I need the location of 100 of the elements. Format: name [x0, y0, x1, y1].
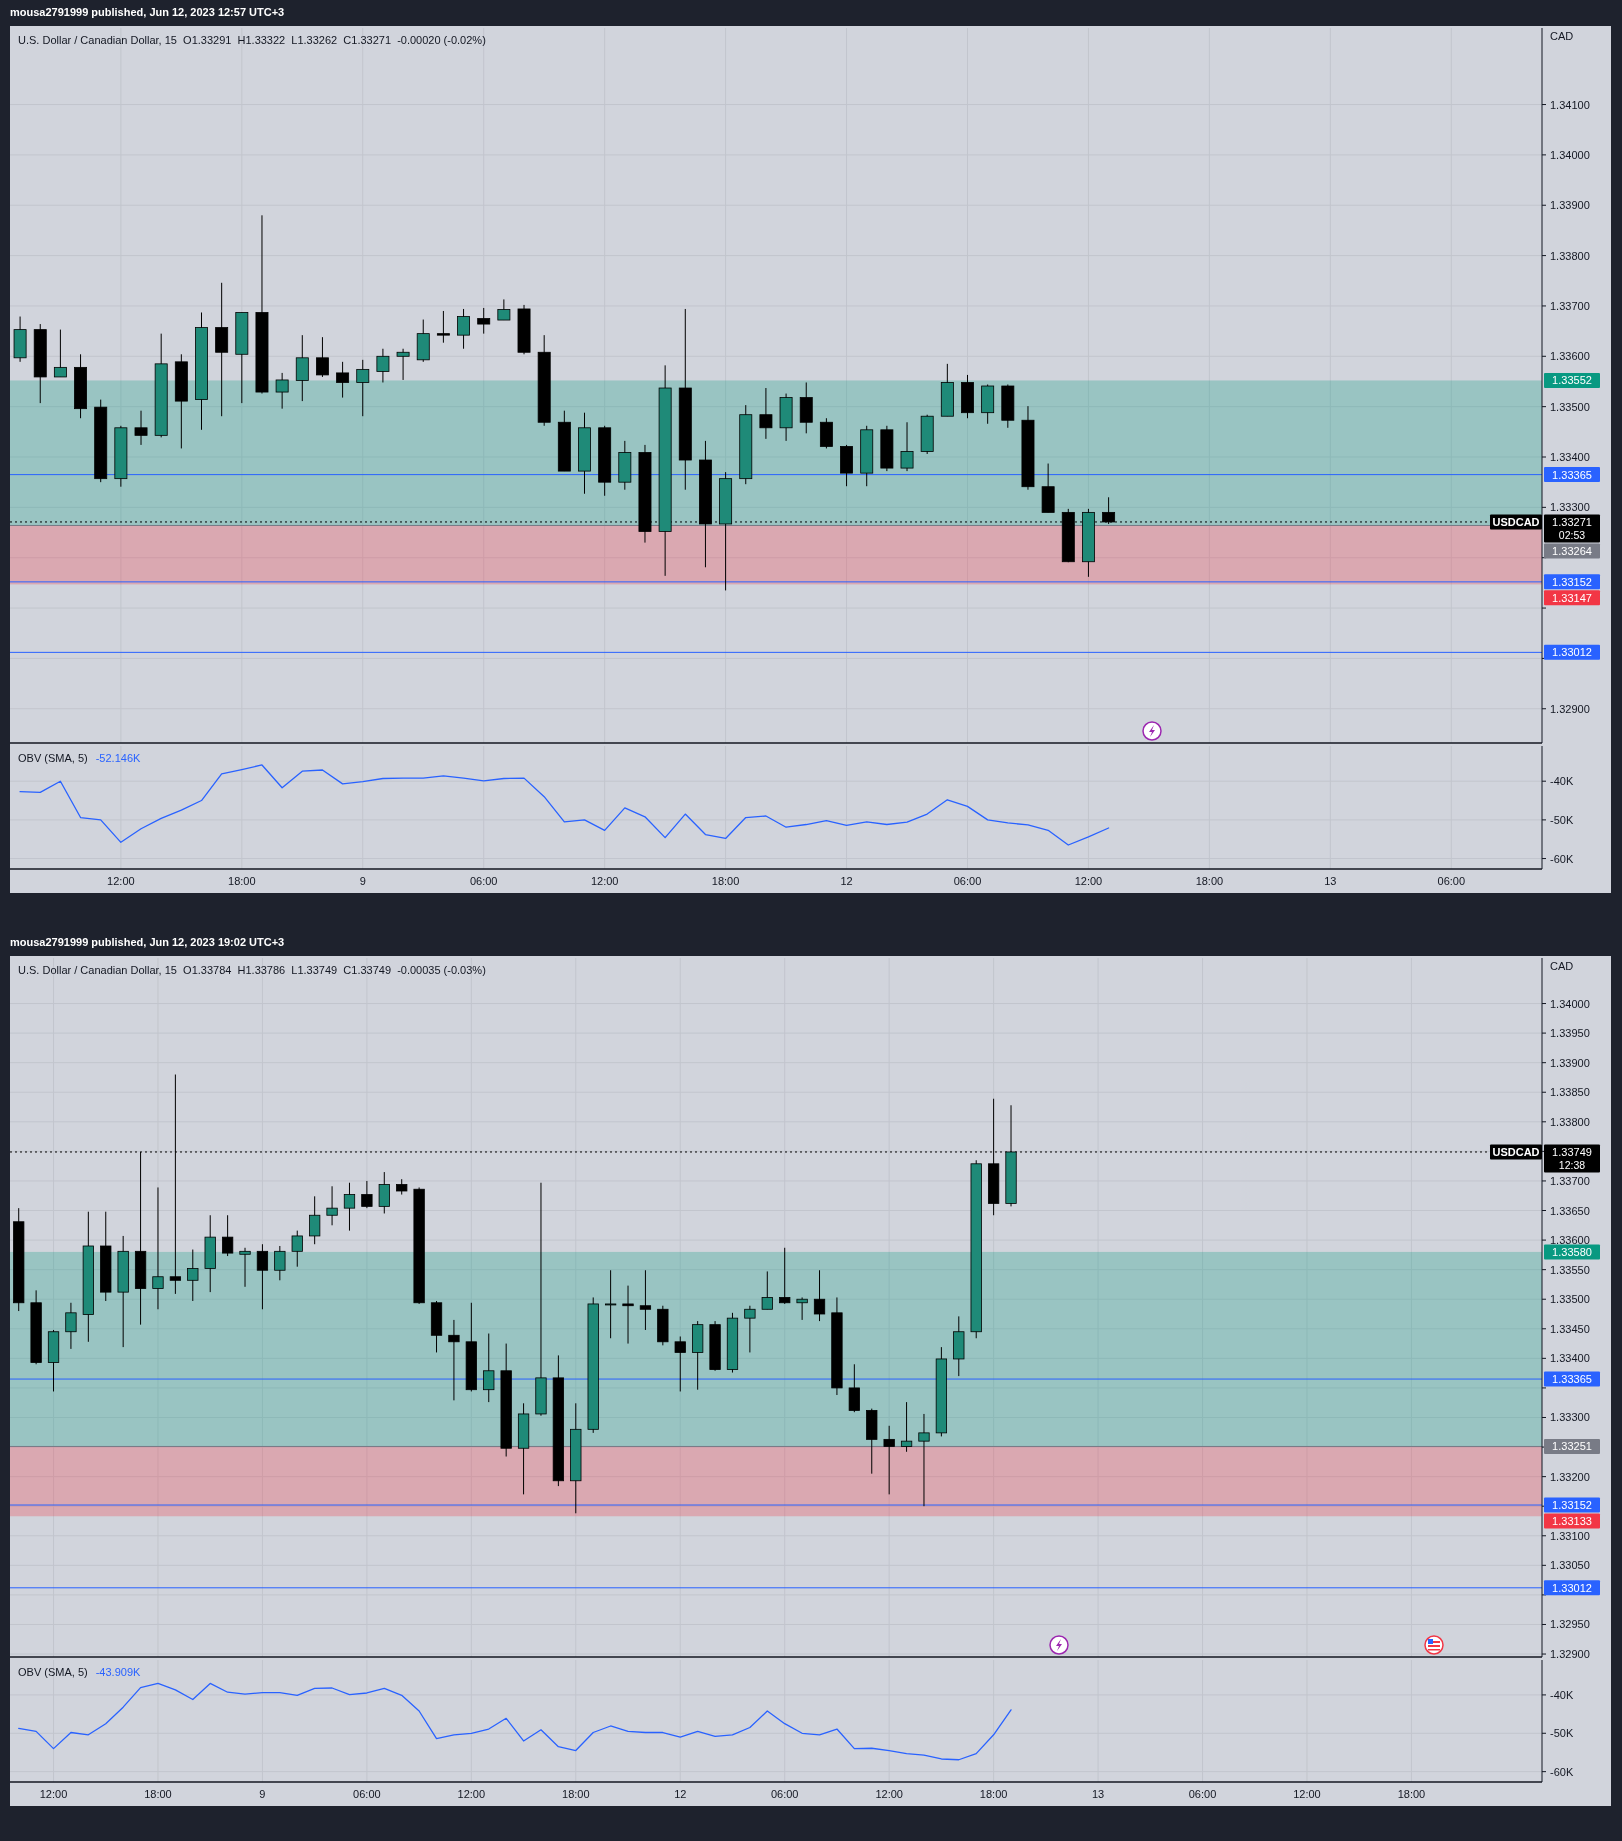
x-tick-label: 18:00: [144, 1788, 172, 1800]
y-tick-label: 1.33700: [1550, 299, 1590, 312]
y-tick-label: 1.33600: [1550, 1234, 1590, 1247]
candlestick: [779, 1247, 791, 1305]
candlestick: [295, 334, 309, 402]
candlestick: [221, 1214, 234, 1257]
x-tick-label: 9: [359, 875, 366, 887]
y-tick-label: 1.32950: [1550, 1618, 1590, 1631]
text: U.S. Dollar / Canadian Dollar, 15 O1.33291 H1.33322 L1.33262 C1.33271 -0.00020 (-0.02%): [18, 34, 486, 46]
text: 12:38: [1558, 1158, 1586, 1171]
y-tick-label: 1.33500: [1550, 400, 1590, 413]
x-tick-label: 06:00: [953, 875, 982, 887]
candlestick: [813, 1269, 826, 1322]
text: OBV (SMA, 5): [18, 752, 88, 764]
text: -52.146K: [95, 752, 141, 764]
candlestick: [639, 1269, 652, 1331]
candlestick: [361, 1180, 373, 1209]
candlestick: [187, 1249, 199, 1302]
x-tick-label: 06:00: [469, 875, 498, 887]
candlestick: [396, 348, 410, 381]
candlestick: [761, 1270, 773, 1310]
text: OBV (SMA, 5): [18, 1666, 88, 1678]
x-tick-label: 18:00: [1397, 1788, 1426, 1800]
x-tick-label: 12:00: [1074, 875, 1103, 887]
y-tick-label: 1.33450: [1550, 1322, 1590, 1335]
candlestick: [497, 298, 511, 321]
candlestick: [256, 1243, 269, 1310]
y-tick-label: 1.33550: [1550, 1263, 1590, 1276]
candlestick: [274, 1245, 286, 1281]
y-tick-label: -40K: [1550, 775, 1574, 788]
y-tick-label: -40K: [1550, 1688, 1574, 1701]
y-tick-label: 1.33800: [1550, 1115, 1590, 1128]
candlestick: [918, 1413, 930, 1507]
y-tick-label: 1.34000: [1550, 997, 1590, 1010]
candlestick: [848, 1363, 860, 1413]
y-tick-label: 1.33400: [1550, 1352, 1590, 1365]
x-tick-label: 13: [1091, 1788, 1105, 1800]
line-series: [18, 1682, 1012, 1761]
y-tick-label: 1.33200: [1550, 1470, 1590, 1483]
y-tick-label: 1.33300: [1550, 501, 1590, 514]
candlestick: [457, 308, 470, 350]
y-tick-label: -50K: [1550, 1727, 1574, 1740]
ref-line-label: 1.33012: [1552, 646, 1592, 659]
candlestick: [883, 1425, 895, 1495]
candlestick: [152, 1186, 164, 1310]
y-tick-label: -50K: [1550, 813, 1574, 826]
y-tick-label: 1.33950: [1550, 1027, 1590, 1040]
band-label: 1.33133: [1552, 1515, 1592, 1528]
text: U.S. Dollar / Canadian Dollar, 15 O1.33784 H1.33786 L1.33749 C1.33749 -0.00035 (-0.03%): [18, 964, 486, 976]
x-tick-label: 12:00: [1293, 1788, 1321, 1800]
candlestick: [796, 1296, 808, 1321]
y-tick-label: 1.34000: [1550, 148, 1590, 161]
candlestick: [316, 336, 329, 378]
x-tick-label: 06:00: [1188, 1788, 1217, 1800]
y-tick-label: 1.33050: [1550, 1559, 1590, 1572]
y-tick-label: 1.34100: [1550, 98, 1590, 111]
x-tick-label: 18:00: [1195, 875, 1224, 887]
annotation: USDCAD: [1492, 515, 1540, 528]
chart-title: mousa2791999 published, Jun 12, 2023 19:02 UTC+3: [10, 936, 285, 948]
chart-title: mousa2791999 published, Jun 12, 2023 12:57 UTC+3: [10, 6, 285, 18]
x-tick-label: 12:00: [107, 875, 135, 887]
x-tick-label: 18:00: [228, 875, 256, 887]
x-tick-label: 18:00: [711, 875, 740, 887]
y-tick-label: 1.33600: [1550, 350, 1590, 363]
ref-line-label: 1.33365: [1552, 468, 1592, 481]
candlestick: [483, 1333, 495, 1403]
y-tick-label: 1.32900: [1550, 1648, 1590, 1661]
candlestick: [759, 387, 773, 440]
x-tick-label: 18:00: [562, 1788, 590, 1800]
band-label: 1.33580: [1552, 1245, 1592, 1258]
candlestick: [477, 307, 491, 335]
y-tick-label: 1.33900: [1550, 199, 1590, 212]
candlestick: [275, 372, 289, 410]
candlestick: [326, 1185, 338, 1226]
candlestick: [53, 329, 67, 378]
y-tick-label: -60K: [1550, 852, 1574, 865]
candlestick: [65, 1302, 77, 1350]
y-tick-label: 1.33800: [1550, 249, 1590, 262]
y-tick-label: 1.33500: [1550, 1293, 1590, 1306]
y-tick-label: -60K: [1550, 1765, 1574, 1778]
text: -43.909K: [95, 1666, 141, 1678]
x-tick-label: 12: [674, 1788, 687, 1800]
band-label: 1.33147: [1552, 591, 1592, 604]
x-tick-label: 12:00: [590, 875, 619, 887]
line-series: [19, 764, 1110, 846]
candlestick: [309, 1195, 321, 1245]
y-axis-title: CAD: [1550, 960, 1574, 972]
candlestick: [376, 348, 390, 383]
candlestick: [336, 361, 350, 399]
ref-line-label: 1.33012: [1552, 1581, 1592, 1594]
candlestick: [900, 1401, 913, 1453]
ref-line-label: 1.33152: [1552, 575, 1592, 588]
x-tick-label: 12: [840, 875, 853, 887]
candlestick: [436, 310, 450, 344]
candlestick: [239, 1247, 251, 1288]
candlestick: [356, 359, 370, 417]
y-tick-label: 1.32900: [1550, 702, 1590, 715]
y-tick-label: 1.33400: [1550, 451, 1590, 463]
candlestick: [343, 1182, 356, 1232]
y-tick-label: 1.33300: [1550, 1411, 1590, 1424]
